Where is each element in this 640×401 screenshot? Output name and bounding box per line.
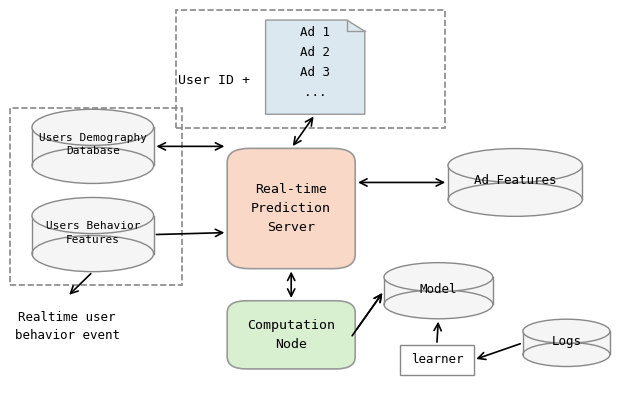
Ellipse shape — [448, 148, 582, 182]
Ellipse shape — [32, 148, 154, 184]
Text: Logs: Logs — [552, 335, 581, 348]
FancyBboxPatch shape — [227, 301, 355, 369]
Ellipse shape — [384, 263, 493, 292]
Polygon shape — [266, 20, 365, 114]
Bar — [523, 331, 610, 354]
Ellipse shape — [523, 342, 610, 367]
Bar — [448, 165, 582, 199]
Text: Realtime user
behavior event: Realtime user behavior event — [15, 311, 120, 342]
Text: Users Demography
Database: Users Demography Database — [39, 133, 147, 156]
Bar — [384, 277, 493, 304]
Text: learner: learner — [410, 353, 463, 367]
Text: Users Behavior
Features: Users Behavior Features — [45, 221, 140, 245]
Text: Computation
Node: Computation Node — [247, 319, 335, 351]
Ellipse shape — [32, 109, 154, 145]
Ellipse shape — [448, 182, 582, 217]
Text: Ad 1
Ad 2
Ad 3
...: Ad 1 Ad 2 Ad 3 ... — [300, 26, 330, 99]
Bar — [32, 215, 154, 254]
Bar — [32, 128, 154, 165]
Bar — [176, 10, 445, 128]
Text: Ad Features: Ad Features — [474, 174, 556, 187]
Text: Model: Model — [420, 283, 457, 296]
Ellipse shape — [384, 290, 493, 319]
Text: Real-time
Prediction
Server: Real-time Prediction Server — [251, 183, 332, 234]
FancyBboxPatch shape — [227, 148, 355, 269]
Bar — [10, 108, 182, 285]
Ellipse shape — [32, 198, 154, 233]
Text: User ID +: User ID + — [179, 74, 250, 87]
Ellipse shape — [32, 236, 154, 272]
Ellipse shape — [523, 319, 610, 343]
Bar — [400, 345, 474, 375]
